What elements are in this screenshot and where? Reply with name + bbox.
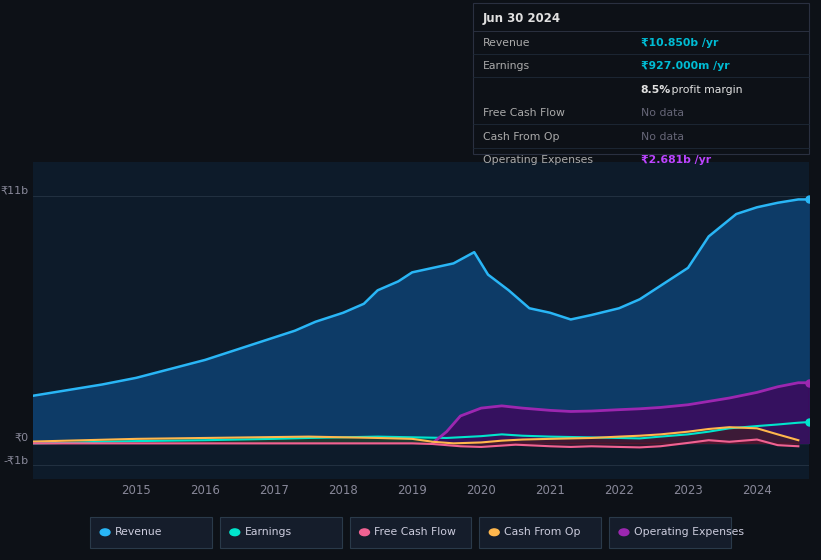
Text: 8.5%: 8.5%	[641, 85, 671, 95]
Text: Free Cash Flow: Free Cash Flow	[483, 108, 565, 118]
Text: -₹1b: -₹1b	[4, 455, 29, 465]
Text: No data: No data	[641, 108, 684, 118]
Text: Cash From Op: Cash From Op	[504, 528, 580, 537]
Text: No data: No data	[641, 132, 684, 142]
Text: profit margin: profit margin	[668, 85, 742, 95]
Text: ₹10.850b /yr: ₹10.850b /yr	[641, 38, 718, 48]
Text: Free Cash Flow: Free Cash Flow	[374, 528, 456, 537]
Text: Revenue: Revenue	[115, 528, 163, 537]
Text: Cash From Op: Cash From Op	[483, 132, 559, 142]
Text: ₹927.000m /yr: ₹927.000m /yr	[641, 61, 729, 71]
Text: Operating Expenses: Operating Expenses	[634, 528, 744, 537]
Text: ₹0: ₹0	[15, 433, 29, 443]
Text: ₹11b: ₹11b	[1, 186, 29, 196]
Text: Earnings: Earnings	[245, 528, 291, 537]
Text: Earnings: Earnings	[483, 61, 530, 71]
Text: Jun 30 2024: Jun 30 2024	[483, 12, 561, 25]
Text: Revenue: Revenue	[483, 38, 530, 48]
Text: Operating Expenses: Operating Expenses	[483, 155, 593, 165]
Text: ₹2.681b /yr: ₹2.681b /yr	[641, 155, 711, 165]
